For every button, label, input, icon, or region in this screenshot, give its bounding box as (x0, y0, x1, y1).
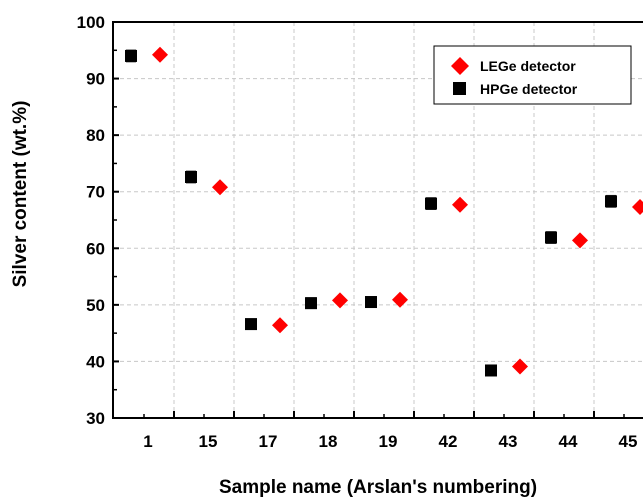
y-tick-label: 100 (77, 13, 105, 32)
lege-point (512, 358, 528, 375)
lege-point (392, 291, 408, 308)
x-tick-label: 15 (199, 432, 218, 451)
legend-label-hpge: HPGe detector (480, 81, 578, 97)
data-points (125, 46, 643, 377)
x-tick-label: 43 (499, 432, 518, 451)
lege-point (632, 198, 643, 215)
hpge-point (365, 296, 377, 309)
lege-point (272, 317, 288, 334)
legend-label-lege: LEGe detector (480, 58, 576, 74)
y-tick-label: 40 (86, 352, 105, 371)
y-tick-label: 30 (86, 409, 105, 428)
y-tick-label: 80 (86, 126, 105, 145)
hpge-point (545, 231, 557, 244)
legend-marker-hpge (453, 82, 466, 95)
y-tick-label: 60 (86, 239, 105, 258)
x-tick-label: 19 (379, 432, 398, 451)
x-tick-label: 42 (439, 432, 458, 451)
y-tick-label: 70 (86, 183, 105, 202)
lege-point (572, 232, 588, 249)
hpge-point (305, 297, 317, 310)
x-tick-label: 45 (619, 432, 638, 451)
hpge-point (185, 171, 197, 184)
x-axis-label: Sample name (Arslan's numbering) (219, 477, 537, 498)
lege-point (452, 196, 468, 213)
y-tick-label: 90 (86, 70, 105, 89)
axes: 30 40 50 60 70 80 90 100 1 15 17 18 19 42 43 44 45 (77, 13, 638, 451)
lege-point (152, 46, 168, 63)
x-tick-label: 44 (559, 432, 578, 451)
hpge-point (425, 197, 437, 210)
legend-box (433, 45, 632, 105)
x-tick-label: 1 (143, 432, 152, 451)
hpge-point (605, 195, 617, 208)
legend: LEGe detector HPGe detector (433, 45, 632, 105)
hpge-point (485, 364, 497, 377)
hpge-point (245, 318, 257, 331)
x-tick-label: 17 (259, 432, 278, 451)
y-axis-label: Silver content (wt.%) (10, 101, 31, 288)
lege-point (212, 179, 228, 196)
lege-point (332, 292, 348, 309)
x-tick-label: 18 (319, 432, 338, 451)
legend-marker-lege (451, 57, 469, 75)
y-tick-label: 50 (86, 296, 105, 315)
hpge-point (125, 49, 137, 62)
